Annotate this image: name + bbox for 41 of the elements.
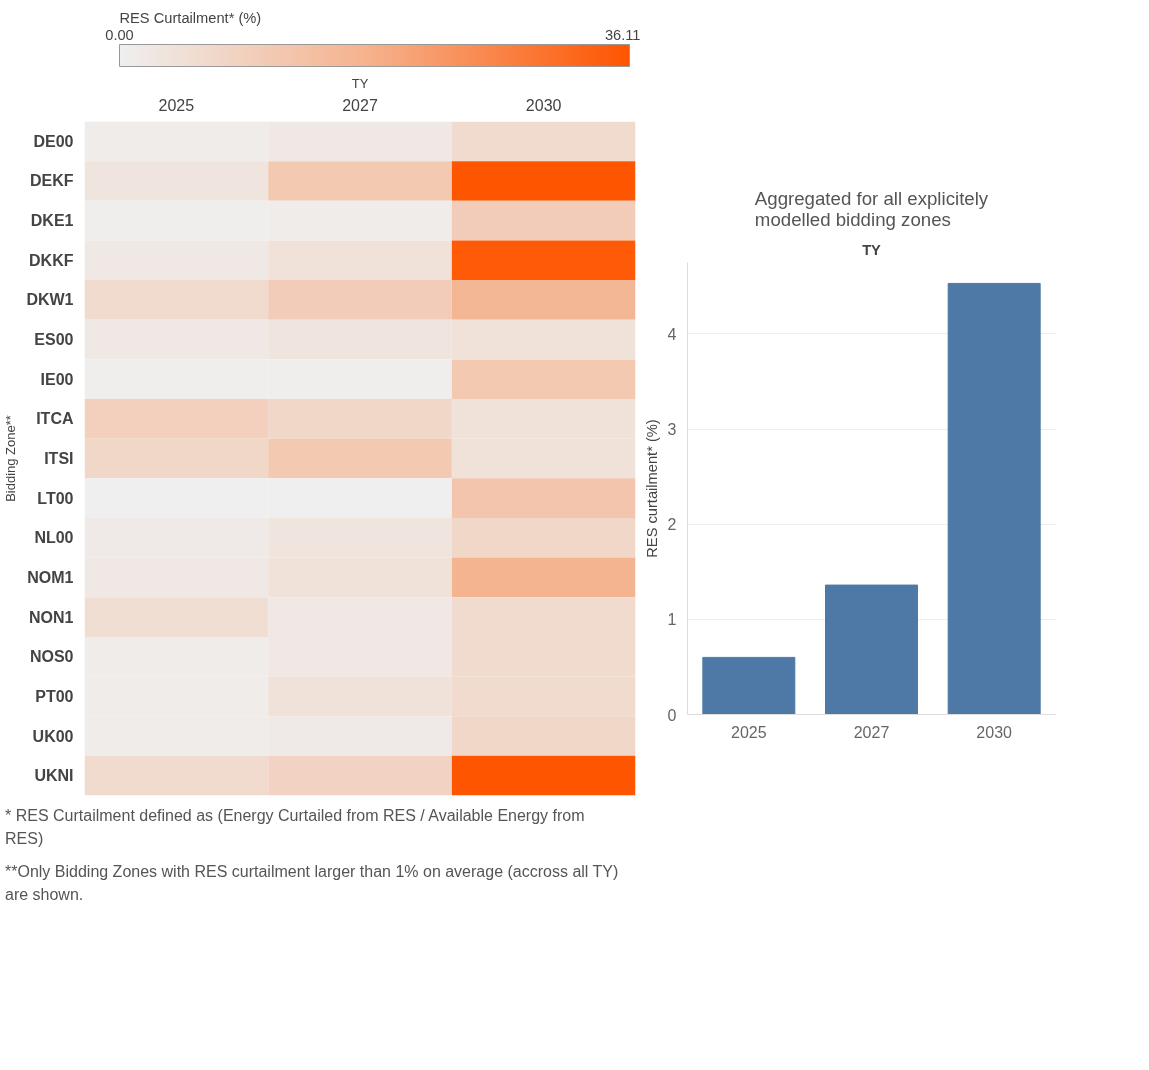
y-tick-label: NON1 xyxy=(29,608,74,626)
y-axis-title: Bidding Zone** xyxy=(3,415,19,502)
y-tick-label: DE00 xyxy=(33,132,74,150)
text: * RES Curtailment defined as (Energy Curtailed from RES / Available Energy from RES) xyxy=(5,806,586,849)
y-tick-label: ITCA xyxy=(36,410,74,428)
y-tick-label: DKW1 xyxy=(26,291,74,309)
y-tick-label: 4 xyxy=(667,325,677,343)
y-tick-label: UK00 xyxy=(32,727,74,745)
y-tick-label: NL00 xyxy=(34,529,74,547)
x-tick-label: 2030 xyxy=(976,723,1013,741)
y-tick-label: ES00 xyxy=(34,331,74,349)
x-tick-label: 2025 xyxy=(158,96,195,114)
y-axis-title: RES curtailment* (%) xyxy=(643,419,660,558)
text: **Only Bidding Zones with RES curtailment larger than 1% on average (accross all TY) are shown. xyxy=(5,861,620,905)
bar xyxy=(825,584,918,715)
y-tick-label: NOS0 xyxy=(29,648,74,666)
y-tick-label: DKKF xyxy=(29,251,74,269)
x-tick-label: 2025 xyxy=(731,723,767,741)
x-tick-label: 2027 xyxy=(853,723,890,741)
y-tick-label: UKNI xyxy=(34,767,74,785)
y-tick-label: 1 xyxy=(667,611,677,629)
color-bar-label: 36.11 xyxy=(604,26,641,43)
y-tick-label: ITSI xyxy=(44,450,74,467)
x-tick-label: 2027 xyxy=(342,96,378,114)
color-bar-title: RES Curtailment* (%) xyxy=(119,9,262,26)
y-tick-label: DEKF xyxy=(29,172,74,190)
y-tick-label: 3 xyxy=(667,421,677,439)
y-tick-label: IE00 xyxy=(40,370,74,388)
bar xyxy=(947,282,1041,715)
chart-title: Aggregated for all explicitely modelled bidding zones xyxy=(754,187,989,230)
x-tick-label: 2030 xyxy=(525,96,562,114)
y-tick-label: NOM1 xyxy=(27,568,74,586)
y-tick-label: LT00 xyxy=(37,489,74,507)
color-bar-label: 0.00 xyxy=(105,26,134,43)
y-tick-label: DKE1 xyxy=(30,212,74,230)
bar xyxy=(702,656,796,715)
x-axis-title: TY xyxy=(862,241,882,258)
y-tick-label: 0 xyxy=(667,706,677,724)
y-tick-label: 2 xyxy=(667,516,677,534)
x-axis-title: TY xyxy=(351,75,369,91)
y-tick-label: PT00 xyxy=(35,687,74,705)
